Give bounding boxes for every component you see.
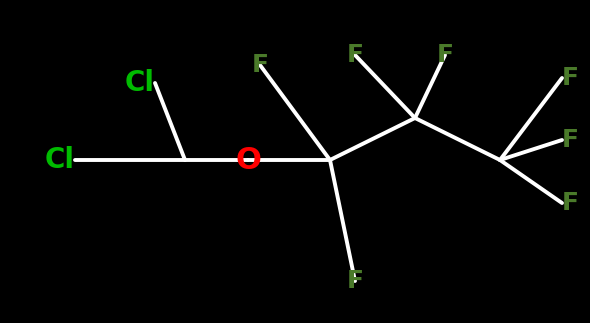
Text: O: O [235,145,261,174]
Text: F: F [562,66,579,90]
Text: F: F [562,128,579,152]
Text: Cl: Cl [45,146,75,174]
Text: Cl: Cl [125,69,155,97]
Text: F: F [346,43,363,67]
Text: F: F [562,191,579,215]
Text: F: F [437,43,454,67]
Text: F: F [251,53,268,77]
Text: F: F [346,269,363,293]
